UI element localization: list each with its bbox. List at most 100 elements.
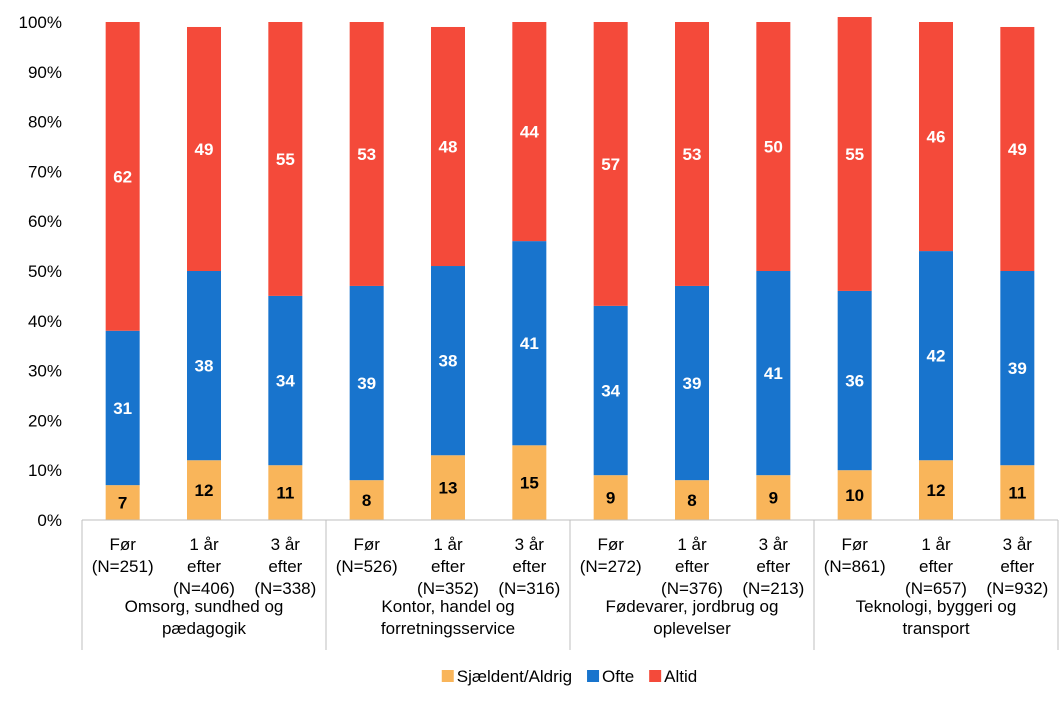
legend-swatch (441, 670, 454, 682)
bar-segment (593, 305, 628, 476)
data-label: 38 (195, 357, 214, 376)
data-label: 46 (927, 128, 946, 147)
bar-segment (837, 17, 872, 291)
group-label: Omsorg, sundhed og pædagogik (125, 597, 284, 638)
data-label: 11 (276, 484, 294, 503)
bar-segment (1000, 465, 1035, 520)
bar-segment (431, 266, 465, 456)
bar-segment (105, 22, 140, 331)
data-label: 55 (845, 145, 864, 164)
bar-segment (349, 285, 384, 481)
data-label: 53 (683, 145, 702, 164)
data-label: 41 (520, 334, 539, 353)
x-tick-label: 3 år efter (N=932) (986, 535, 1048, 598)
data-label: 8 (687, 491, 696, 510)
data-label: 44 (520, 123, 539, 142)
data-label: 12 (195, 481, 214, 500)
data-label: 39 (1008, 359, 1027, 378)
data-label: 34 (601, 382, 620, 401)
x-tick-label: Før (N=526) (336, 535, 398, 576)
data-label: 8 (362, 491, 371, 510)
y-tick-label: 50% (28, 262, 62, 281)
bar-segment (105, 330, 140, 486)
y-tick-label: 20% (28, 411, 62, 430)
data-label: 12 (927, 481, 946, 500)
y-tick-label: 40% (28, 312, 62, 331)
data-label: 49 (1008, 140, 1027, 159)
bar-segment (919, 22, 953, 252)
y-tick-label: 10% (28, 461, 62, 480)
bar-segment (593, 22, 628, 306)
data-label: 48 (439, 138, 458, 157)
bar-segment (675, 480, 709, 520)
bar-segment (512, 241, 547, 446)
bar-segment (268, 22, 303, 296)
y-tick-label: 80% (28, 113, 62, 132)
data-label: 13 (439, 479, 458, 498)
x-tick-label: 3 år efter (N=338) (254, 535, 316, 598)
x-tick-label: 1 år efter (N=657) (905, 535, 967, 598)
data-label: 9 (606, 489, 615, 508)
group-label: Kontor, handel og forretningsservice (381, 597, 515, 638)
data-label: 41 (764, 364, 783, 383)
bar-segment (268, 295, 303, 466)
bar-segment (837, 470, 872, 520)
bar-segment (837, 290, 872, 471)
x-tick-label: Før (N=251) (92, 535, 154, 576)
bar-segment (756, 22, 791, 271)
y-tick-label: 60% (28, 212, 62, 231)
y-tick-label: 90% (28, 63, 62, 82)
legend-label: Sjældent/Aldrig (457, 667, 572, 686)
bar-segment (756, 271, 791, 476)
bar-segment (593, 475, 628, 520)
group-label: Teknologi, byggeri og transport (856, 597, 1017, 638)
data-label: 39 (357, 374, 376, 393)
legend-label: Altid (664, 667, 697, 686)
bar-segment (349, 480, 384, 520)
data-label: 10 (845, 486, 864, 505)
legend-label: Ofte (602, 667, 634, 686)
bar-segment (675, 22, 709, 286)
bar-segment (187, 271, 221, 461)
bar-segment (187, 26, 221, 272)
bar-segment (431, 26, 465, 267)
bar-segment (675, 285, 709, 481)
bar-segment (349, 22, 384, 286)
data-label: 39 (683, 374, 702, 393)
data-label: 50 (764, 138, 783, 157)
legend-swatch (587, 670, 600, 682)
data-label: 34 (276, 372, 295, 391)
bar-segment (431, 455, 465, 520)
bar-segment (1000, 271, 1035, 466)
data-label: 9 (769, 489, 778, 508)
data-label: 57 (601, 155, 620, 174)
bar-segment (1000, 26, 1035, 272)
bar-segment (268, 465, 303, 520)
bar-segment (512, 445, 547, 520)
data-label: 38 (439, 352, 458, 371)
x-tick-label: 1 år efter (N=376) (661, 535, 723, 598)
y-tick-label: 100% (19, 13, 62, 32)
data-label: 62 (113, 167, 132, 186)
data-label: 31 (113, 399, 132, 418)
x-tick-label: 3 år efter (N=316) (498, 535, 560, 598)
bar-segment (105, 485, 140, 520)
x-tick-label: 1 år efter (N=352) (417, 535, 479, 598)
x-tick-label: Før (N=272) (580, 535, 642, 576)
data-label: 36 (845, 372, 864, 391)
data-label: 42 (927, 347, 946, 366)
data-label: 53 (357, 145, 376, 164)
legend-swatch (649, 670, 662, 682)
data-label: 15 (520, 474, 539, 493)
x-tick-label: Før (N=861) (824, 535, 886, 576)
bar-segment (756, 475, 791, 520)
bar-segment (919, 460, 953, 520)
y-tick-label: 0% (37, 511, 62, 530)
x-tick-label: 3 år efter (N=213) (742, 535, 804, 598)
data-label: 7 (118, 494, 127, 513)
bar-segment (512, 22, 547, 242)
data-label: 55 (276, 150, 295, 169)
data-label: 11 (1008, 484, 1026, 503)
bar-segment (919, 251, 953, 461)
